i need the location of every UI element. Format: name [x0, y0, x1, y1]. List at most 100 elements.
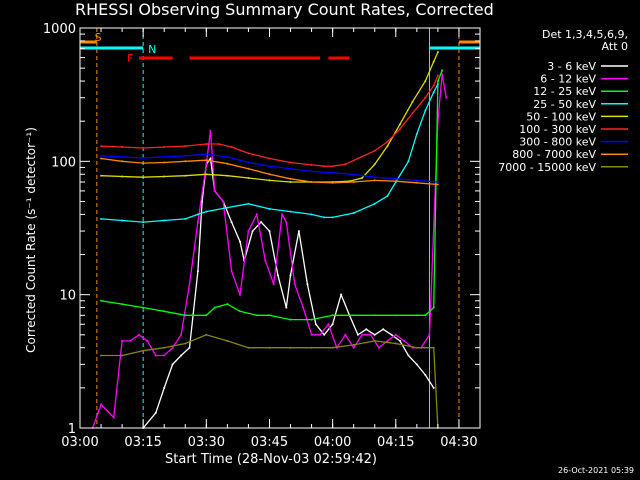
series-point-1 — [281, 213, 284, 216]
series-point-1 — [222, 200, 225, 203]
series-point-1 — [264, 259, 267, 262]
series-point-5 — [432, 84, 435, 87]
series-point-7 — [247, 167, 250, 170]
series-point-5 — [373, 149, 376, 152]
series-point-4 — [424, 80, 427, 83]
series-point-0 — [424, 373, 427, 376]
series-point-6 — [310, 170, 313, 173]
series-point-1 — [377, 346, 380, 349]
series-line-8 — [101, 334, 439, 428]
series-point-5 — [356, 157, 359, 160]
series-point-5 — [142, 147, 145, 149]
series-point-6 — [373, 176, 376, 179]
series-point-5 — [205, 143, 208, 145]
series-point-5 — [424, 96, 427, 99]
series-point-3 — [323, 216, 326, 219]
y-tick-label: 1 — [68, 422, 76, 437]
series-point-3 — [268, 207, 271, 210]
series-point-2 — [394, 314, 397, 317]
series-point-4 — [184, 174, 187, 177]
series-point-0 — [390, 333, 393, 336]
series-point-5 — [399, 127, 401, 130]
series-point-2 — [205, 314, 208, 317]
series-point-5 — [289, 161, 292, 164]
series-point-1 — [327, 323, 330, 326]
series-point-3 — [100, 217, 103, 220]
series-point-7 — [352, 181, 355, 183]
x-axis-label: Start Time (28-Nov-03 02:59:42) — [165, 452, 377, 467]
series-point-1 — [255, 213, 258, 216]
series-point-0 — [196, 270, 199, 273]
series-point-2 — [331, 314, 334, 317]
series-point-4 — [373, 163, 376, 166]
series-point-3 — [352, 212, 355, 214]
series-point-5 — [217, 143, 220, 145]
series-point-4 — [100, 174, 103, 177]
series-point-7 — [289, 177, 292, 180]
series-point-0 — [154, 411, 157, 414]
series-point-0 — [407, 354, 410, 357]
series-point-5 — [230, 146, 233, 148]
series-point-5 — [268, 157, 271, 160]
series-point-2 — [121, 303, 124, 306]
series-point-1 — [137, 333, 140, 336]
series-point-3 — [142, 221, 145, 224]
series-point-2 — [184, 314, 187, 317]
series-point-8 — [226, 339, 229, 342]
series-point-2 — [239, 310, 241, 313]
series-point-5 — [100, 145, 103, 148]
series-point-8 — [142, 349, 145, 352]
series-point-1 — [285, 221, 288, 224]
legend-header-line2: Att 0 — [601, 40, 628, 53]
series-point-0 — [163, 386, 166, 389]
series-point-6 — [289, 167, 292, 170]
series-point-7 — [184, 160, 187, 163]
series-point-3 — [331, 216, 334, 219]
series-point-6 — [436, 181, 439, 183]
series-point-6 — [226, 155, 229, 158]
series-point-1 — [302, 306, 305, 309]
series-point-0 — [314, 323, 317, 326]
series-point-8 — [268, 346, 271, 349]
series-point-4 — [289, 181, 292, 183]
series-point-3 — [226, 206, 229, 209]
series-point-1 — [205, 163, 208, 166]
y-tick-label: 1000 — [43, 22, 76, 37]
series-point-6 — [331, 171, 334, 174]
series-point-1 — [213, 189, 216, 192]
flag-layer: S N F — [80, 28, 480, 428]
series-point-6 — [352, 173, 355, 176]
series-point-8 — [432, 346, 435, 349]
series-point-3 — [415, 133, 418, 136]
series-point-5 — [247, 152, 250, 155]
series-point-5 — [184, 145, 187, 148]
series-point-2 — [432, 306, 435, 309]
footer-date: 26-Oct-2021 05:39 — [558, 466, 634, 475]
series-point-0 — [276, 274, 279, 277]
chart-title: RHESSI Observing Summary Count Rates, Co… — [75, 0, 494, 19]
series-point-6 — [247, 161, 250, 164]
series-point-6 — [100, 154, 103, 157]
series-point-6 — [415, 179, 418, 182]
series-point-5 — [310, 163, 313, 166]
series-point-0 — [180, 354, 183, 357]
series-point-3 — [184, 217, 187, 220]
series-point-8 — [310, 346, 313, 349]
series-point-2 — [441, 69, 444, 72]
series-point-1 — [121, 339, 124, 342]
series-point-0 — [297, 230, 300, 233]
series-point-0 — [171, 363, 174, 366]
legend-label: 6 - 12 keV — [540, 73, 596, 86]
series-point-8 — [352, 343, 355, 346]
series-point-5 — [344, 163, 347, 166]
series-point-3 — [424, 109, 427, 112]
series-point-8 — [415, 346, 418, 349]
series-point-1 — [272, 283, 275, 286]
series-point-0 — [399, 339, 401, 342]
series-point-1 — [154, 354, 157, 357]
series-point-5 — [386, 140, 389, 143]
series-point-4 — [205, 173, 208, 176]
series-point-1 — [445, 96, 448, 99]
